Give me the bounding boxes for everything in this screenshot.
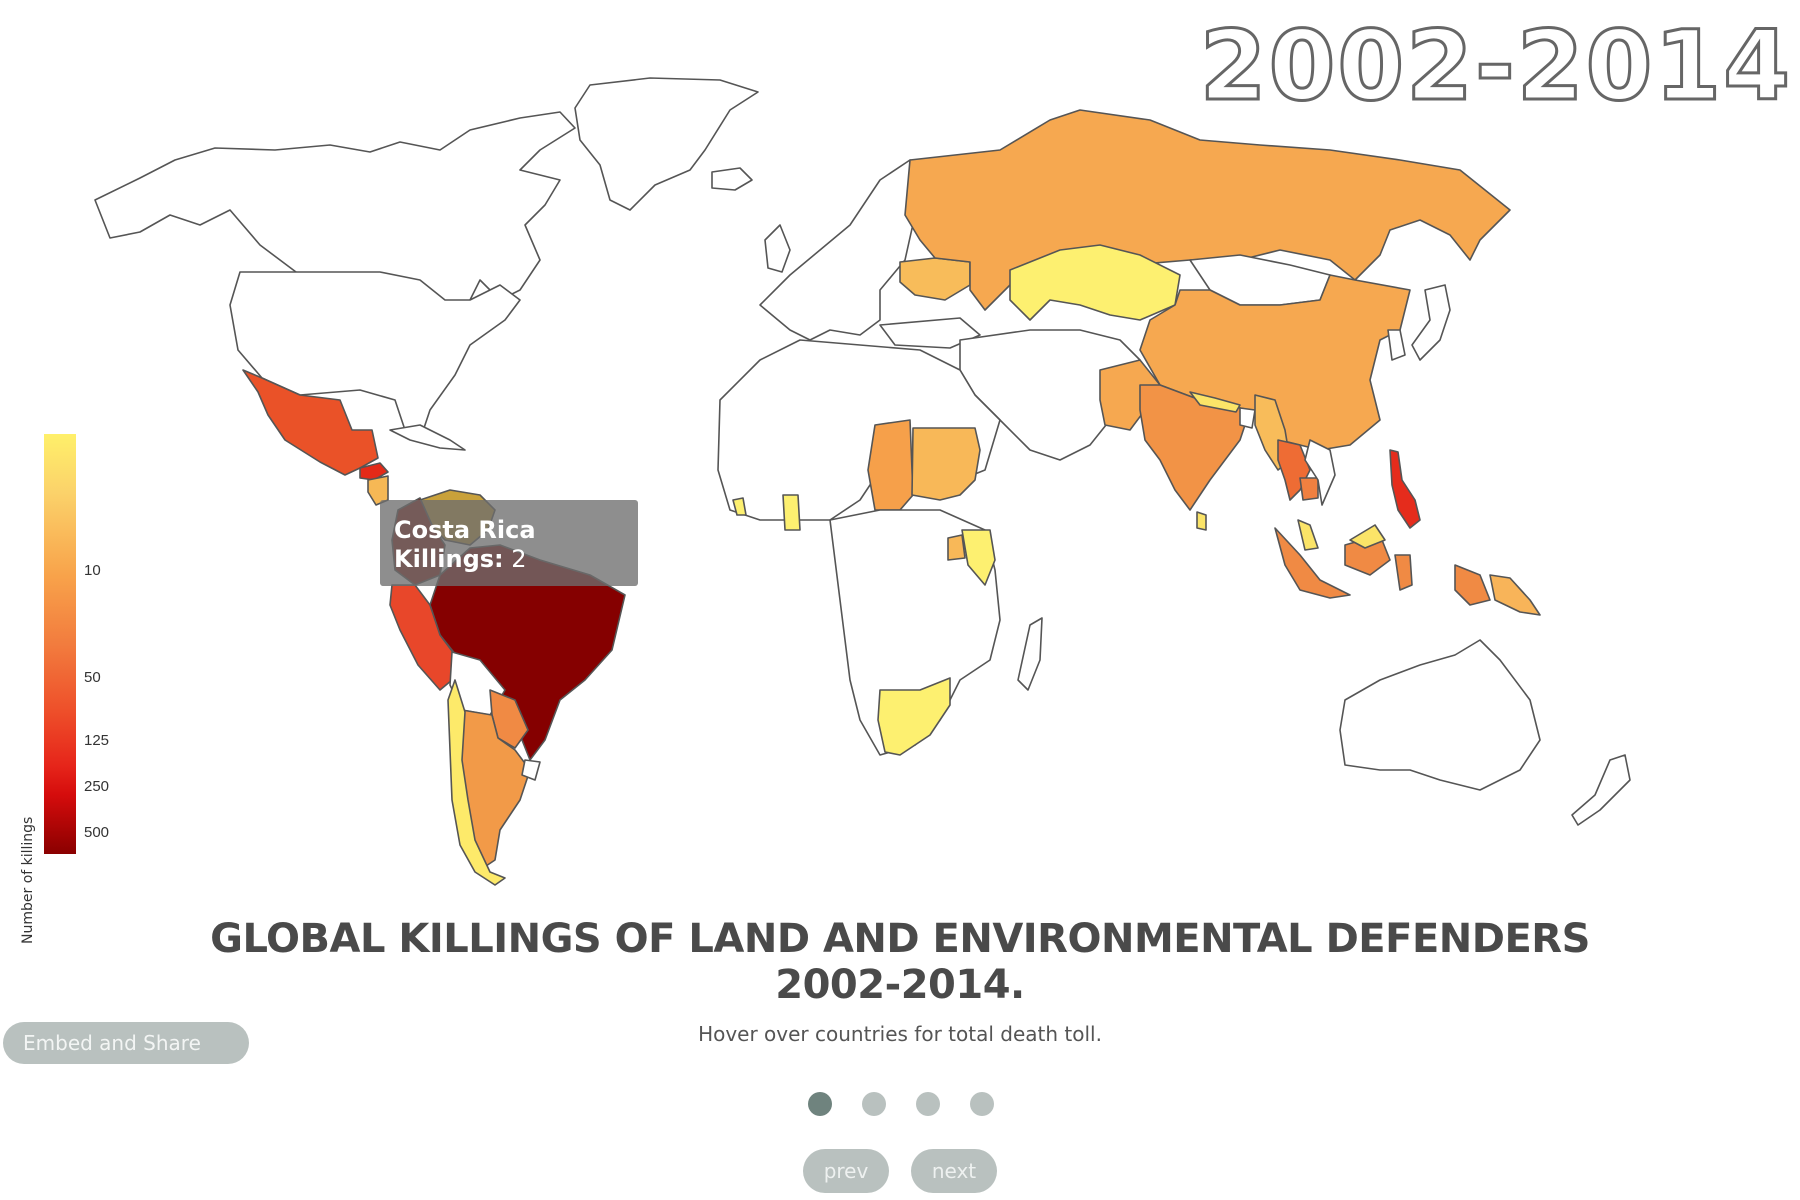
prev-button[interactable]: prev [803,1149,889,1193]
country-mexico[interactable] [242,369,379,476]
pagination-dots [808,1092,994,1116]
country-philippines[interactable] [1389,449,1421,529]
country-ghana[interactable] [782,494,801,531]
country-greenland[interactable] [574,77,759,211]
country-sri-lanka[interactable] [1196,511,1207,531]
country-liberia[interactable] [732,497,747,516]
embed-and-share-button[interactable]: Embed and Share [3,1022,249,1064]
country-malaysia[interactable] [1297,519,1319,551]
legend-tick-500: 500 [84,824,110,841]
legend-tick-10: 10 [84,562,101,579]
page-dot-1[interactable] [808,1092,832,1116]
page-title-line1: GLOBAL KILLINGS OF LAND AND ENVIRONMENTA… [210,916,1590,962]
next-button[interactable]: next [911,1149,997,1193]
tooltip-country-name: Costa Rica [394,516,536,544]
country-korea[interactable] [1387,329,1406,361]
country-indonesia[interactable] [1274,527,1491,606]
country-bangladesh[interactable] [1239,407,1256,429]
country-vietnam[interactable] [1304,439,1336,506]
country-ukraine[interactable] [899,257,971,301]
country-nepal[interactable] [1189,391,1241,413]
country-chad[interactable] [867,419,914,511]
world-choropleth-map[interactable] [0,0,1800,900]
page-dot-4[interactable] [970,1092,994,1116]
tooltip-killings-value: 2 [511,545,527,573]
country-cuba[interactable] [389,424,466,451]
country-china[interactable] [1139,274,1411,451]
tooltip-killings-label: Killings: [394,545,504,573]
country-australia[interactable] [1339,639,1541,791]
page-dot-3[interactable] [916,1092,940,1116]
country-honduras[interactable] [359,462,389,481]
country-papua-new-guinea[interactable] [1489,574,1541,616]
page-subtitle: Hover over countries for total death tol… [698,1022,1102,1046]
legend-gradient-bar [44,434,76,854]
page-title-line2: 2002-2014. [775,962,1025,1008]
region-europe[interactable] [759,159,931,341]
country-tooltip: Costa Rica Killings: 2 [380,500,638,586]
country-new-zealand[interactable] [1571,754,1631,826]
color-legend: Number of killings 10 50 125 250 500 [14,426,124,944]
country-uganda[interactable] [947,534,966,561]
country-kazakhstan[interactable] [1009,244,1181,321]
page-dot-2[interactable] [862,1092,886,1116]
year-range-heading: 2002-2014 [1198,10,1792,122]
legend-title: Number of killings [20,816,36,944]
country-chile[interactable] [447,679,506,886]
legend-tick-125: 125 [84,732,110,749]
country-malaysia-borneo[interactable] [1349,524,1386,549]
country-south-africa[interactable] [877,677,951,756]
country-japan[interactable] [1411,284,1451,361]
legend-tick-250: 250 [84,778,110,795]
country-kenya[interactable] [961,529,996,586]
country-sudan[interactable] [911,427,981,501]
country-pakistan[interactable] [1099,359,1161,431]
legend-tick-50: 50 [84,669,101,686]
country-madagascar[interactable] [1017,617,1043,691]
country-iceland[interactable] [711,167,753,191]
country-cambodia[interactable] [1299,477,1319,501]
country-uk[interactable] [764,224,791,273]
country-uruguay[interactable] [521,759,541,781]
country-alaska-canada[interactable] [94,111,576,326]
page-title: GLOBAL KILLINGS OF LAND AND ENVIRONMENTA… [0,916,1800,1008]
